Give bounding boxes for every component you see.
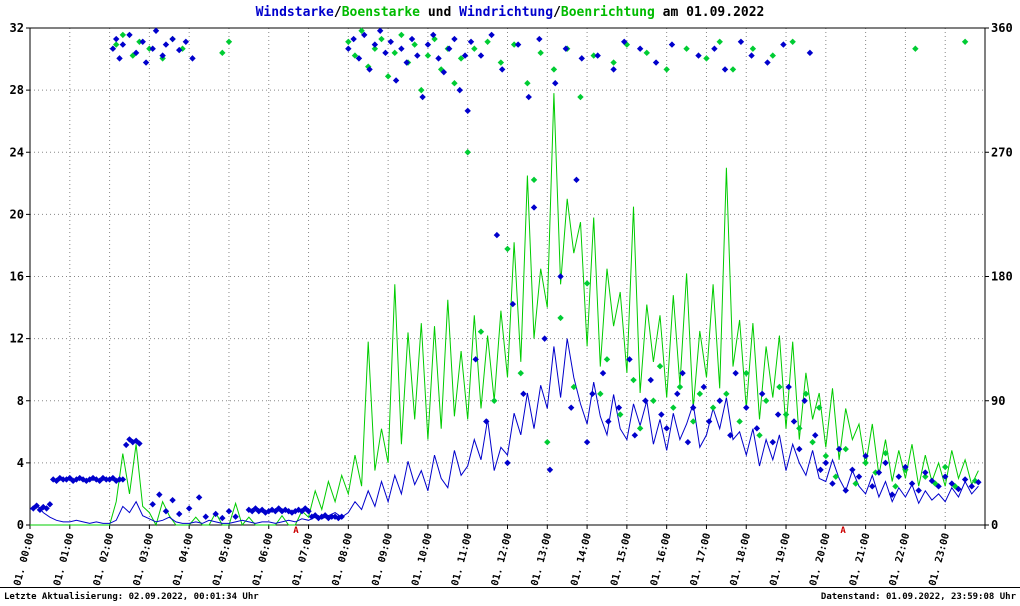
svg-text:01. 17:00: 01. 17:00: [689, 532, 714, 586]
svg-text:270: 270: [991, 145, 1013, 159]
svg-text:01. 06:00: 01. 06:00: [251, 532, 276, 586]
svg-text:01. 07:00: 01. 07:00: [291, 532, 316, 586]
svg-text:4: 4: [17, 456, 24, 470]
svg-text:01. 03:00: 01. 03:00: [132, 532, 157, 586]
svg-text:01. 09:00: 01. 09:00: [370, 532, 395, 586]
svg-text:A: A: [840, 526, 846, 536]
last-update-text: Letzte Aktualisierung: 02.09.2022, 00:01…: [4, 592, 259, 602]
svg-text:16: 16: [10, 270, 24, 284]
svg-text:8: 8: [17, 394, 24, 408]
svg-text:01. 16:00: 01. 16:00: [649, 532, 674, 586]
data-timestamp-text: Datenstand: 01.09.2022, 23:59:08 Uhr: [821, 592, 1016, 602]
svg-text:0: 0: [17, 518, 24, 532]
chart-footer: Letzte Aktualisierung: 02.09.2022, 00:01…: [0, 587, 1020, 606]
svg-text:32: 32: [10, 21, 24, 35]
svg-text:01. 21:00: 01. 21:00: [848, 532, 873, 586]
svg-text:01. 10:00: 01. 10:00: [410, 532, 435, 586]
svg-text:360: 360: [991, 21, 1013, 35]
svg-text:01. 05:00: 01. 05:00: [211, 532, 236, 586]
svg-text:01. 15:00: 01. 15:00: [609, 532, 634, 586]
svg-text:01. 22:00: 01. 22:00: [888, 532, 913, 586]
svg-text:20: 20: [10, 207, 24, 221]
wind-chart-page: Windstarke/Boenstarke und Windrichtung/B…: [0, 0, 1020, 606]
svg-text:A: A: [293, 526, 299, 536]
svg-text:180: 180: [991, 270, 1013, 284]
svg-text:01. 01:00: 01. 01:00: [52, 532, 77, 586]
svg-text:0: 0: [991, 518, 998, 532]
svg-text:01. 14:00: 01. 14:00: [569, 532, 594, 586]
svg-text:01. 23:00: 01. 23:00: [927, 532, 952, 586]
svg-text:28: 28: [10, 83, 24, 97]
svg-text:90: 90: [991, 394, 1005, 408]
svg-text:01. 20:00: 01. 20:00: [808, 532, 833, 586]
svg-text:01. 00:00: 01. 00:00: [12, 532, 37, 586]
svg-text:12: 12: [10, 332, 24, 346]
svg-text:24: 24: [10, 145, 24, 159]
svg-text:01. 13:00: 01. 13:00: [530, 532, 555, 586]
svg-text:01. 08:00: 01. 08:00: [331, 532, 356, 586]
svg-text:01. 02:00: 01. 02:00: [92, 532, 117, 586]
svg-text:01. 11:00: 01. 11:00: [450, 532, 475, 586]
svg-text:01. 19:00: 01. 19:00: [768, 532, 793, 586]
wind-chart-plot: 0 4 8 12 16 20 24 28 32 0 90 180 270 360 01. 00:00 01. …: [0, 0, 1020, 586]
svg-text:01. 18:00: 01. 18:00: [728, 532, 753, 586]
svg-text:01. 04:00: 01. 04:00: [171, 532, 196, 586]
svg-text:01. 12:00: 01. 12:00: [490, 532, 515, 586]
